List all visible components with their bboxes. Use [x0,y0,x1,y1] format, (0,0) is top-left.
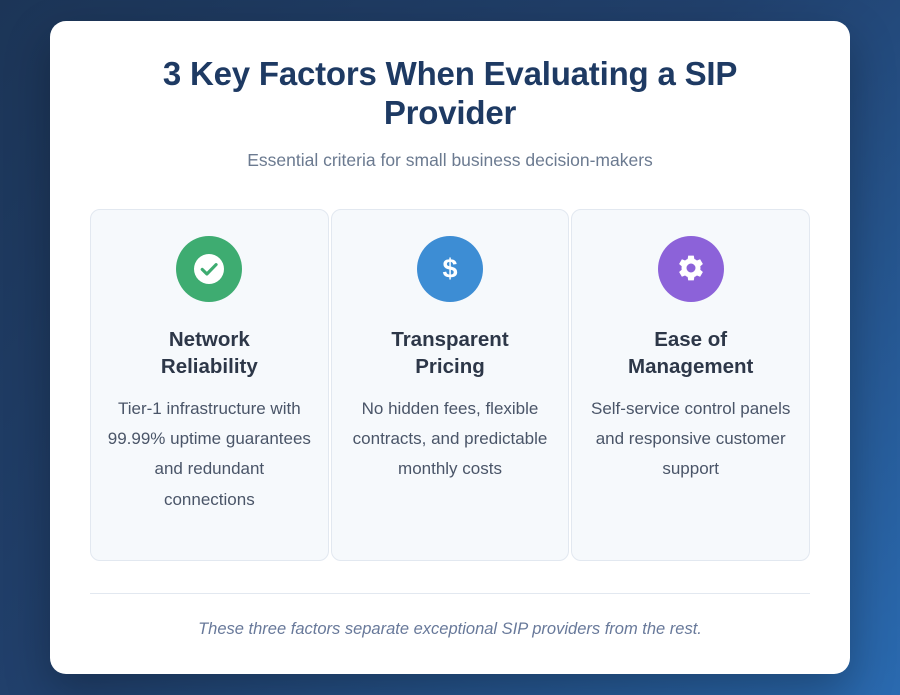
gear-icon-badge [657,235,724,302]
factor-card-description: No hidden fees, flexible contracts, and … [352,398,548,479]
gear-icon [675,253,707,285]
footer-divider [90,592,810,594]
factor-card-transparent-pricing: $ Transparent Pricing No hidden fees, fl… [330,208,570,561]
page-title: 3 Key Factors When Evaluating a SIP Prov… [162,55,738,131]
dollar-sign-icon-badge: $ [417,235,483,302]
footer-note: These three factors separate exceptional… [198,619,702,638]
factor-card-title: Transparent Pricing [391,327,509,378]
factor-card-ease-of-management: Ease of Management Self-service control … [571,208,811,561]
factor-card-description: Self-service control panels and responsi… [590,398,791,479]
check-circle-icon [192,252,226,286]
factor-card-network-reliability: Network Reliability Tier-1 infrastructur… [90,208,329,561]
dollar-sign-icon: $ [433,252,467,286]
factor-card-list: Network Reliability Tier-1 infrastructur… [90,208,811,561]
info-panel: 3 Key Factors When Evaluating a SIP Prov… [50,21,850,674]
check-circle-icon-badge [176,235,243,302]
factor-card-title: Ease of Management [628,327,754,378]
svg-text:$: $ [442,253,457,283]
factor-card-title: Network Reliability [160,327,258,378]
factor-card-description: Tier-1 infrastructure with 99.99% uptime… [107,398,311,509]
page-subtitle: Essential criteria for small business de… [247,149,653,170]
